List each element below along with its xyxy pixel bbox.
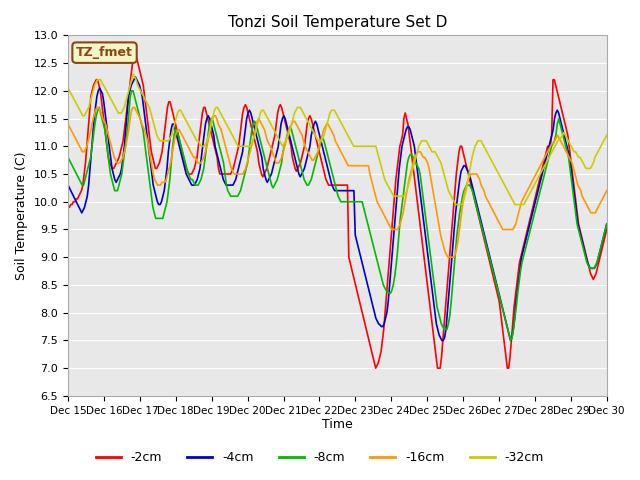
- -2cm: [353, 288, 361, 293]
- -4cm: [64, 182, 72, 188]
- Line: -8cm: -8cm: [68, 91, 607, 340]
- -2cm: [372, 365, 380, 371]
- X-axis label: Time: Time: [322, 419, 353, 432]
- -4cm: [603, 221, 611, 227]
- -8cm: [507, 337, 515, 343]
- -32cm: [180, 113, 188, 119]
- -32cm: [580, 163, 588, 168]
- -8cm: [312, 160, 319, 166]
- Legend: -2cm, -4cm, -8cm, -16cm, -32cm: -2cm, -4cm, -8cm, -16cm, -32cm: [91, 446, 549, 469]
- -32cm: [452, 202, 460, 207]
- Line: -32cm: -32cm: [68, 74, 607, 204]
- -2cm: [345, 254, 353, 260]
- -2cm: [603, 227, 611, 232]
- -16cm: [444, 254, 452, 260]
- -32cm: [280, 141, 288, 146]
- -4cm: [288, 144, 296, 149]
- -16cm: [171, 135, 179, 141]
- -8cm: [603, 221, 611, 227]
- -16cm: [598, 196, 606, 202]
- -8cm: [230, 193, 237, 199]
- -2cm: [545, 144, 553, 149]
- -32cm: [529, 185, 536, 191]
- -8cm: [107, 171, 115, 177]
- -32cm: [603, 132, 611, 138]
- -32cm: [284, 135, 291, 141]
- Line: -2cm: -2cm: [68, 55, 607, 368]
- -8cm: [258, 144, 266, 149]
- -8cm: [439, 324, 447, 329]
- -2cm: [131, 52, 139, 58]
- Y-axis label: Soil Temperature (C): Soil Temperature (C): [15, 151, 28, 280]
- Text: TZ_fmet: TZ_fmet: [76, 46, 133, 59]
- -16cm: [181, 138, 189, 144]
- -32cm: [64, 85, 72, 91]
- -4cm: [132, 74, 140, 80]
- -16cm: [93, 105, 100, 110]
- Line: -16cm: -16cm: [68, 108, 607, 257]
- -8cm: [166, 177, 173, 182]
- Line: -4cm: -4cm: [68, 77, 607, 340]
- -16cm: [311, 155, 319, 160]
- -2cm: [404, 121, 412, 127]
- -4cm: [438, 337, 445, 343]
- -2cm: [64, 204, 72, 210]
- -4cm: [67, 188, 75, 193]
- -4cm: [358, 260, 366, 265]
- -32cm: [214, 105, 221, 110]
- -32cm: [129, 72, 137, 77]
- -4cm: [596, 249, 604, 254]
- -4cm: [330, 185, 337, 191]
- -16cm: [603, 188, 611, 193]
- -16cm: [440, 243, 447, 249]
- -2cm: [132, 55, 140, 60]
- -8cm: [64, 155, 72, 160]
- -4cm: [185, 177, 193, 182]
- -2cm: [509, 321, 516, 327]
- -16cm: [64, 121, 72, 127]
- -16cm: [164, 171, 172, 177]
- -8cm: [128, 88, 136, 94]
- Title: Tonzi Soil Temperature Set D: Tonzi Soil Temperature Set D: [228, 15, 447, 30]
